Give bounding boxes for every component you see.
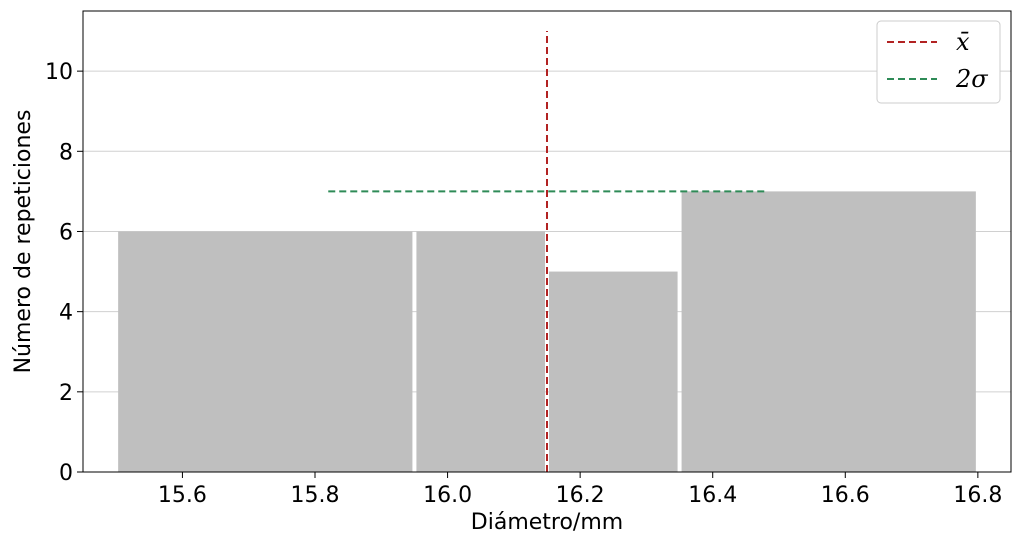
histogram-bar [549, 271, 678, 472]
x-tick-label: 16.8 [953, 483, 1002, 508]
x-tick-label: 16.0 [423, 483, 472, 508]
legend: x̄ 2σ [876, 20, 1001, 104]
x-tick-label: 16.2 [556, 483, 605, 508]
legend-box [876, 20, 1001, 104]
x-tick-label: 16.6 [821, 483, 870, 508]
x-tick-label: 15.8 [291, 483, 340, 508]
x-axis-label: Diámetro/mm [471, 510, 623, 535]
y-tick-label: 2 [59, 381, 73, 406]
y-tick-label: 10 [45, 60, 73, 85]
y-tick-label: 0 [59, 461, 73, 486]
x-tick-label: 15.6 [158, 483, 207, 508]
histogram-bar [681, 191, 976, 473]
histogram-bars [118, 191, 976, 473]
y-tick-label: 6 [59, 220, 73, 245]
reference-lines [328, 31, 766, 472]
y-tick-label: 8 [59, 140, 73, 165]
histogram-bar [416, 231, 545, 472]
plot-frame [82, 10, 1012, 473]
legend-label-mean: x̄ [956, 28, 970, 56]
x-tick-label: 16.4 [688, 483, 737, 508]
legend-label-sigma: 2σ [955, 65, 988, 93]
y-tick-label: 4 [59, 301, 73, 326]
histogram-bar [118, 231, 413, 472]
y-axis-label: Número de repeticiones [11, 110, 36, 374]
x-axis-ticks: 15.6 15.8 16.0 16.2 16.4 16.6 16.8 [158, 472, 1002, 508]
y-axis-ticks: 0 2 4 6 8 10 [45, 60, 83, 486]
